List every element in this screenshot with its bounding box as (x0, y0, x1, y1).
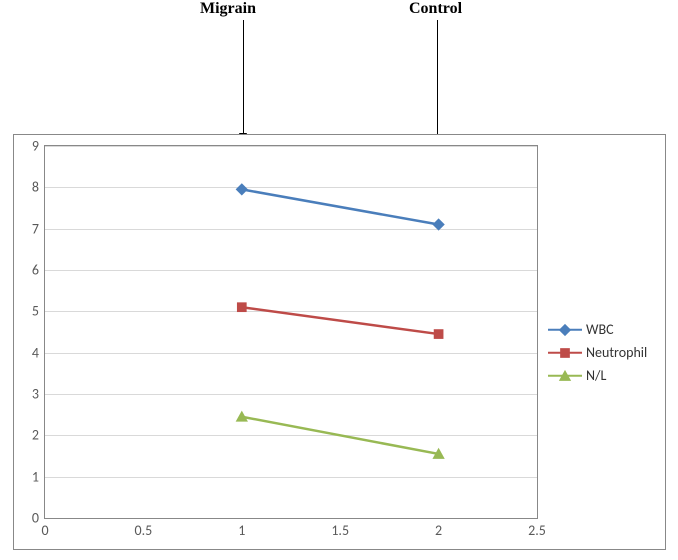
y-tick-label: 3 (32, 386, 45, 403)
y-tick-label: 7 (32, 220, 45, 237)
series-line-wbc (242, 189, 439, 224)
series-line-n-l (242, 417, 439, 454)
x-tick-label: 0.5 (135, 518, 153, 539)
x-tick-label: 2 (435, 518, 442, 539)
legend-label: Neutrophil (586, 344, 647, 361)
legend-swatch (548, 369, 582, 383)
arrow-migraine (243, 20, 244, 142)
annotation-migraine: Migrain (200, 0, 256, 18)
legend: WBC Neutrophil N/L (548, 315, 647, 390)
x-tick-label: 1.5 (331, 518, 349, 539)
marker-square-icon (237, 302, 247, 312)
y-tick-label: 2 (32, 427, 45, 444)
y-tick-label: 5 (32, 303, 45, 320)
legend-swatch (548, 323, 582, 337)
y-tick-label: 6 (32, 262, 45, 279)
legend-item-neutrophil: Neutrophil (548, 344, 647, 361)
marker-square-icon (560, 348, 570, 358)
legend-item-wbc: WBC (548, 321, 647, 338)
legend-label: N/L (586, 367, 606, 384)
marker-diamond-icon (432, 218, 444, 230)
y-tick-label: 9 (32, 138, 45, 155)
legend-swatch (548, 346, 582, 360)
x-tick-label: 0 (41, 518, 48, 539)
marker-triangle-icon (236, 411, 248, 422)
series-layer (45, 146, 537, 518)
x-tick-label: 1 (238, 518, 245, 539)
marker-triangle-icon (559, 369, 571, 380)
marker-diamond-icon (236, 183, 248, 195)
legend-item-n-l: N/L (548, 367, 647, 384)
marker-diamond-icon (559, 323, 571, 335)
series-line-neutrophil (242, 307, 439, 334)
x-tick-label: 2.5 (528, 518, 546, 539)
y-tick-label: 4 (32, 344, 45, 361)
annotation-control: Control (409, 0, 462, 18)
plot-area: 012345678900.511.522.5 (44, 145, 538, 519)
marker-square-icon (434, 329, 444, 339)
y-tick-label: 1 (32, 468, 45, 485)
y-tick-label: 8 (32, 179, 45, 196)
legend-label: WBC (586, 321, 614, 338)
